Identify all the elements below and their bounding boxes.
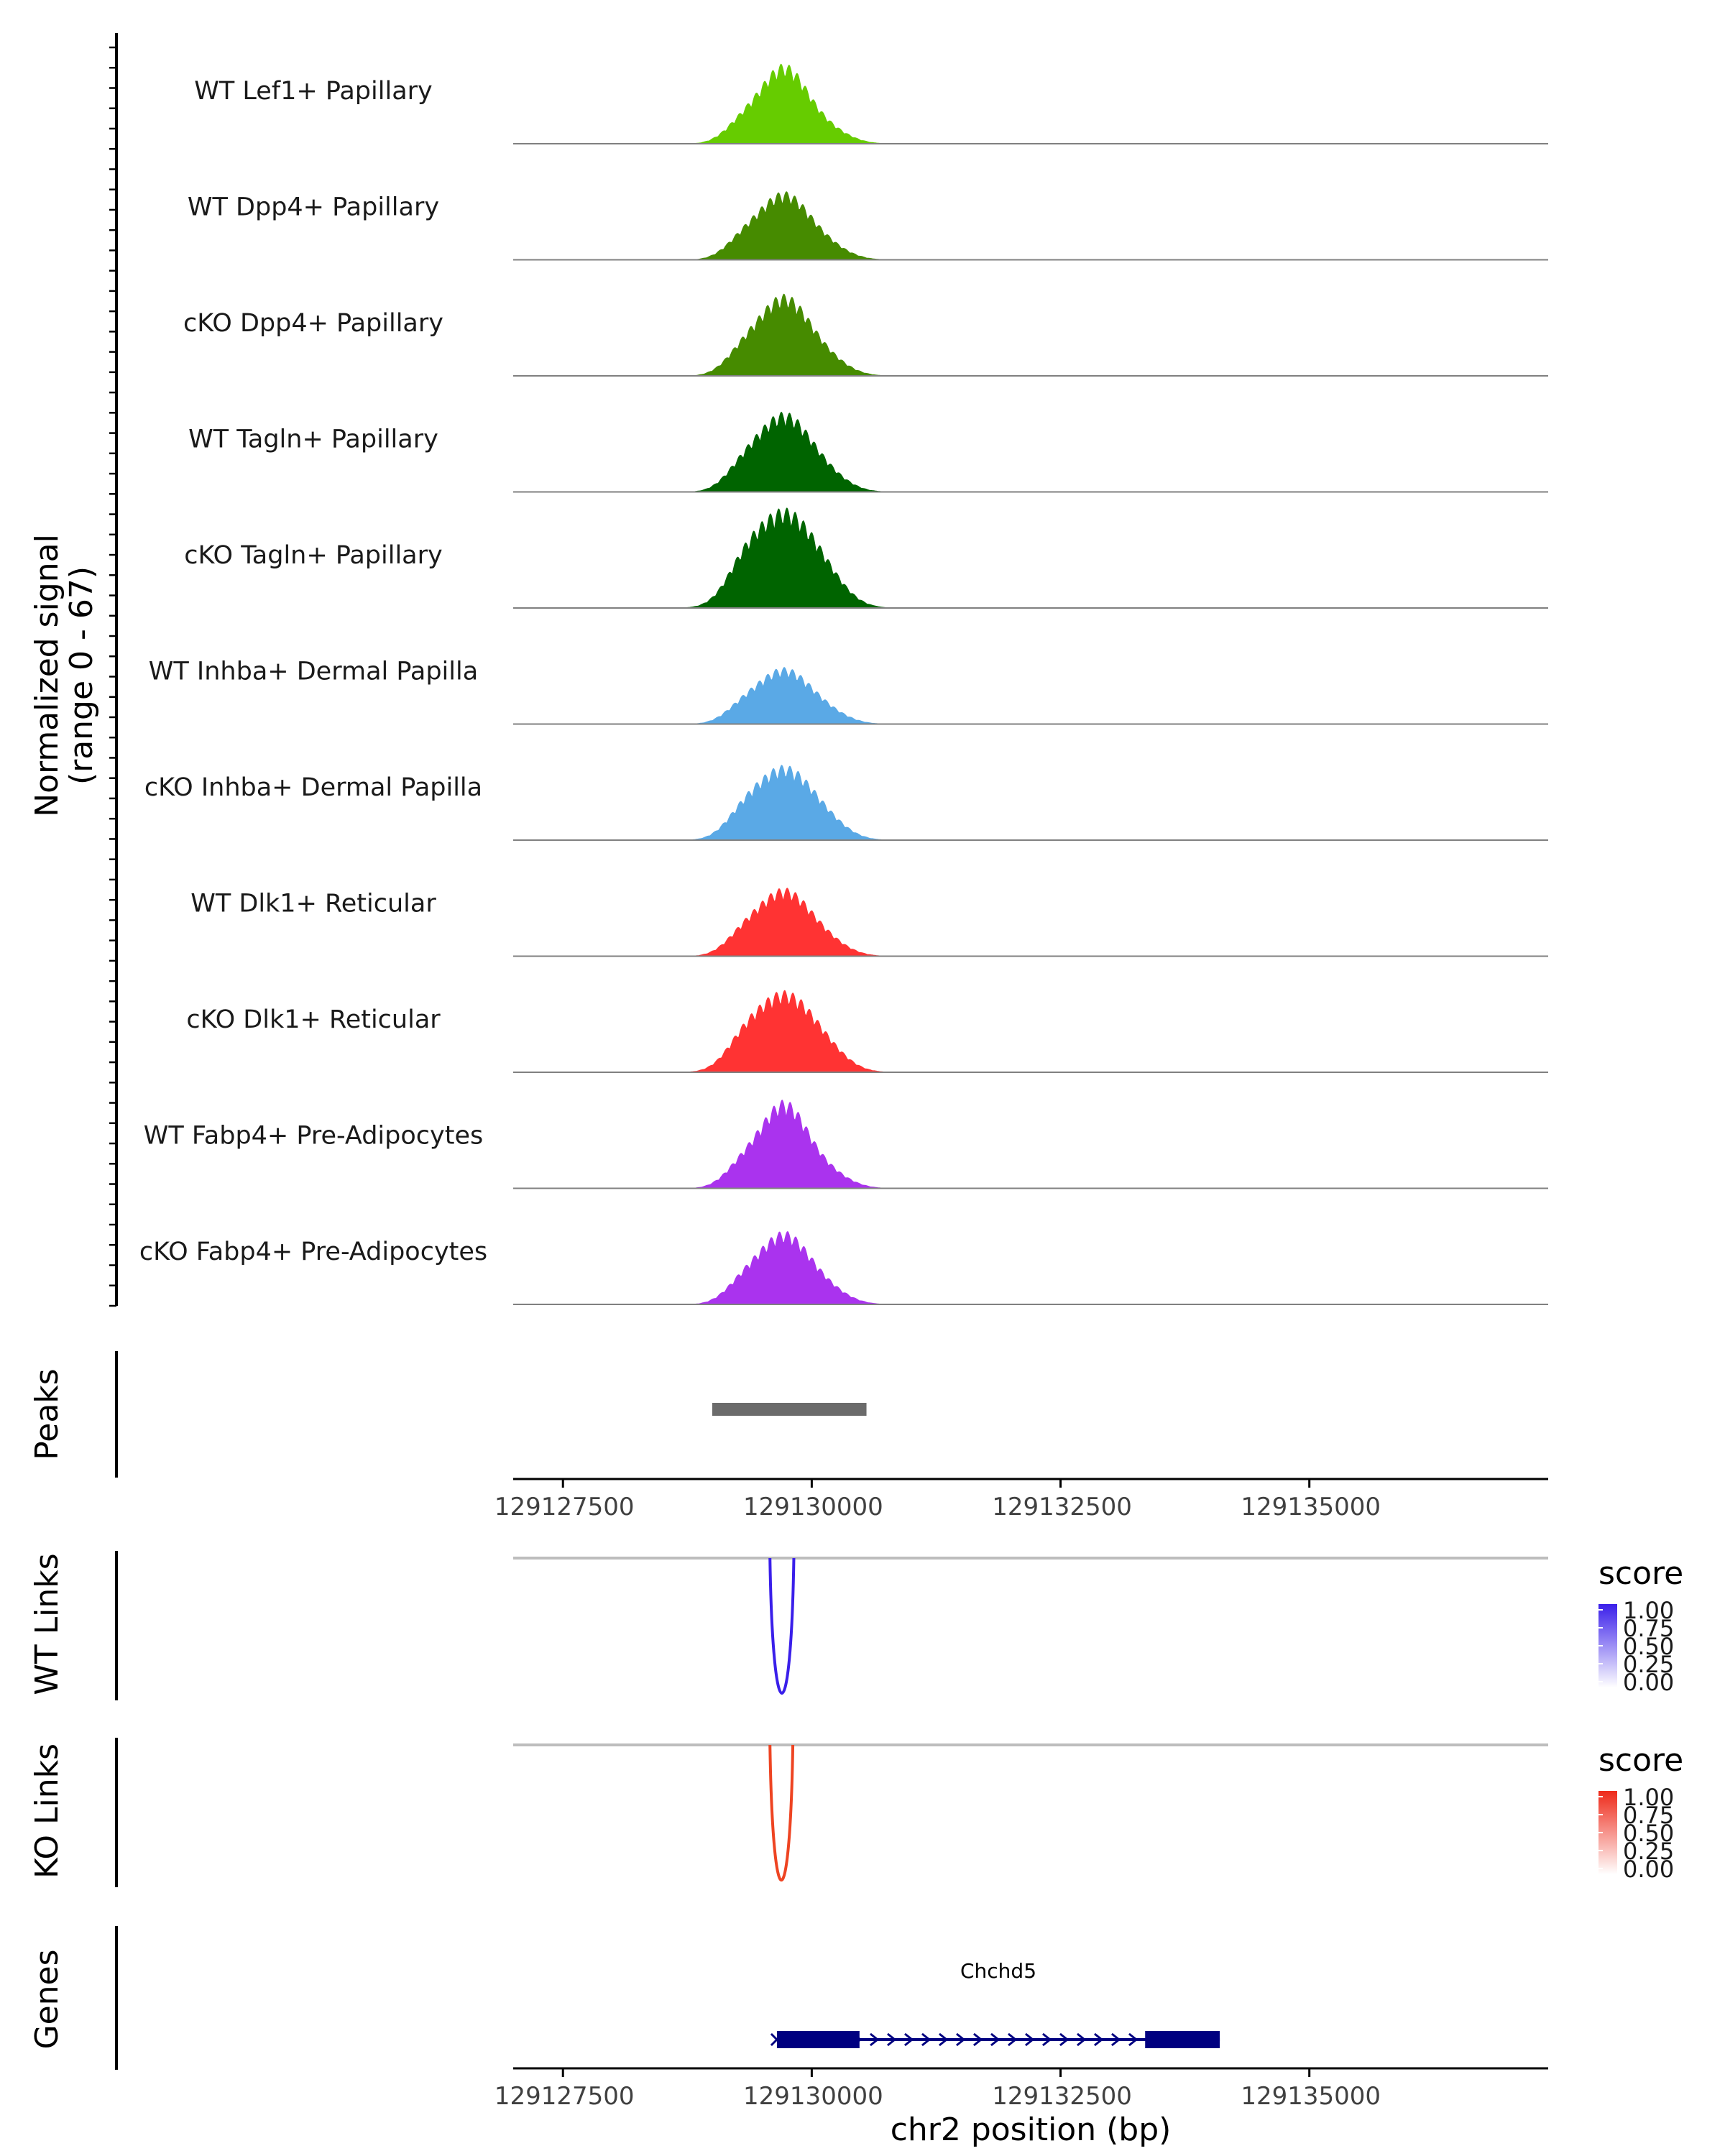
gene-strand-arrow [1007,2032,1018,2047]
ko-links-legend-title: score [1598,1742,1683,1779]
wt-links-legend-title: score [1598,1555,1683,1592]
legend-tick-label: 0.25 [1623,1838,1674,1865]
coverage-area-7 [513,888,1548,957]
peak-bar-0 [712,1403,867,1416]
x-tick-label: 129130000 [743,1493,883,1521]
gene-name-label: Chchd5 [960,1959,1036,1983]
gene-strand-arrow [1093,2032,1104,2047]
gene-start-mark [770,2032,783,2047]
link-arc [768,1557,796,1695]
gene-strand-arrow [1041,2032,1052,2047]
legend-tick-label: 0.00 [1623,1669,1674,1696]
genes-label: Genes [29,1949,65,2049]
coverage-area-1 [513,191,1548,260]
x-axis-title: chr2 position (bp) [891,2111,1172,2148]
legend-tick-label: 0.50 [1623,1820,1674,1847]
legend-tick-label: 1.00 [1623,1784,1674,1811]
coverage-area-0 [513,63,1548,144]
peaks-panel: Peaks [29,1351,867,1478]
coverage-area-6 [513,765,1548,840]
gene-strand-arrow [1076,2032,1087,2047]
track-label: WT Lef1+ Papillary [194,77,433,106]
x-tick-label: 129135000 [1241,1493,1381,1521]
track-label: WT Fabp4+ Pre-Adipocytes [144,1122,483,1151]
coverage-y-axis [109,33,118,1307]
gene-strand-arrow [1110,2032,1121,2047]
gene-strand-arrow [938,2032,949,2047]
gene-exon-1 [1145,2031,1220,2048]
x-tick-label: 129127500 [494,2082,635,2111]
x-tick-label: 129135000 [1241,2082,1381,2111]
gene-strand-arrow [921,2032,932,2047]
ko-links-panel: KO Links score 1.000.750.500.250.00 [29,1738,1683,1887]
coverage-area-2 [513,293,1548,376]
coverage-area-8 [513,990,1548,1072]
gene-strand-arrow [990,2032,1000,2047]
legend-tick-label: 0.25 [1623,1651,1674,1678]
peaks-label: Peaks [29,1368,65,1460]
genes-panel: Genes Chchd5 [29,1926,1220,2070]
track-label: cKO Fabp4+ Pre-Adipocytes [139,1238,487,1266]
coverage-area-10 [513,1231,1548,1304]
coverage-ylabel: Normalized signal [29,534,65,817]
legend-tick-label: 0.50 [1623,1633,1674,1660]
coverage-area-4 [513,507,1548,608]
x-tick-label: 129132500 [992,2082,1132,2111]
track-label: WT Dpp4+ Papillary [188,193,439,222]
coverage-tracks: WT Lef1+ Papillary WT Dpp4+ Papillary cKO … [139,63,1548,1305]
track-label: WT Dlk1+ Reticular [190,890,436,918]
x-tick-label: 129130000 [743,2082,883,2111]
coverage-ylabel-range: (range 0 - 67) [63,566,100,785]
track-label: WT Inhba+ Dermal Papilla [149,658,478,686]
x-axis-bottom: 129127500 129130000 129132500 129135000 [494,2067,1548,2111]
ko-links-label: KO Links [29,1743,65,1879]
gene-strand-arrow [869,2032,880,2047]
x-tick-label: 129132500 [992,1493,1132,1521]
gene-strand-arrow [886,2032,897,2047]
coverage-area-5 [513,667,1548,724]
gene-strand-arrow [1059,2032,1070,2047]
legend-tick-label: 0.75 [1623,1802,1674,1829]
link-arc [768,1744,795,1881]
legend-tick-label: 0.75 [1623,1615,1674,1642]
track-label: cKO Tagln+ Papillary [184,541,443,570]
track-label: cKO Dlk1+ Reticular [186,1005,441,1034]
gene-strand-arrow [955,2032,966,2047]
gene-strand-arrow [1024,2032,1035,2047]
track-label: cKO Inhba+ Dermal Papilla [144,773,482,802]
legend-tick-label: 0.00 [1623,1856,1674,1883]
track-label: WT Tagln+ Papillary [188,425,438,454]
gene-strand-arrow [1128,2032,1138,2047]
gene-strand-arrow [972,2032,983,2047]
coverage-area-3 [513,411,1548,492]
wt-links-label: WT Links [29,1553,65,1695]
track-label: cKO Dpp4+ Papillary [183,309,443,338]
wt-links-panel: WT Links score 1.000.750.500.250.00 [29,1551,1683,1700]
coverage-area-9 [513,1100,1548,1189]
legend-tick-label: 1.00 [1623,1597,1674,1624]
x-axis-top: 129127500 129130000 129132500 129135000 [494,1478,1548,1521]
gene-exon-0 [776,2031,860,2048]
x-tick-label: 129127500 [494,1493,635,1521]
gene-strand-arrow [903,2032,914,2047]
